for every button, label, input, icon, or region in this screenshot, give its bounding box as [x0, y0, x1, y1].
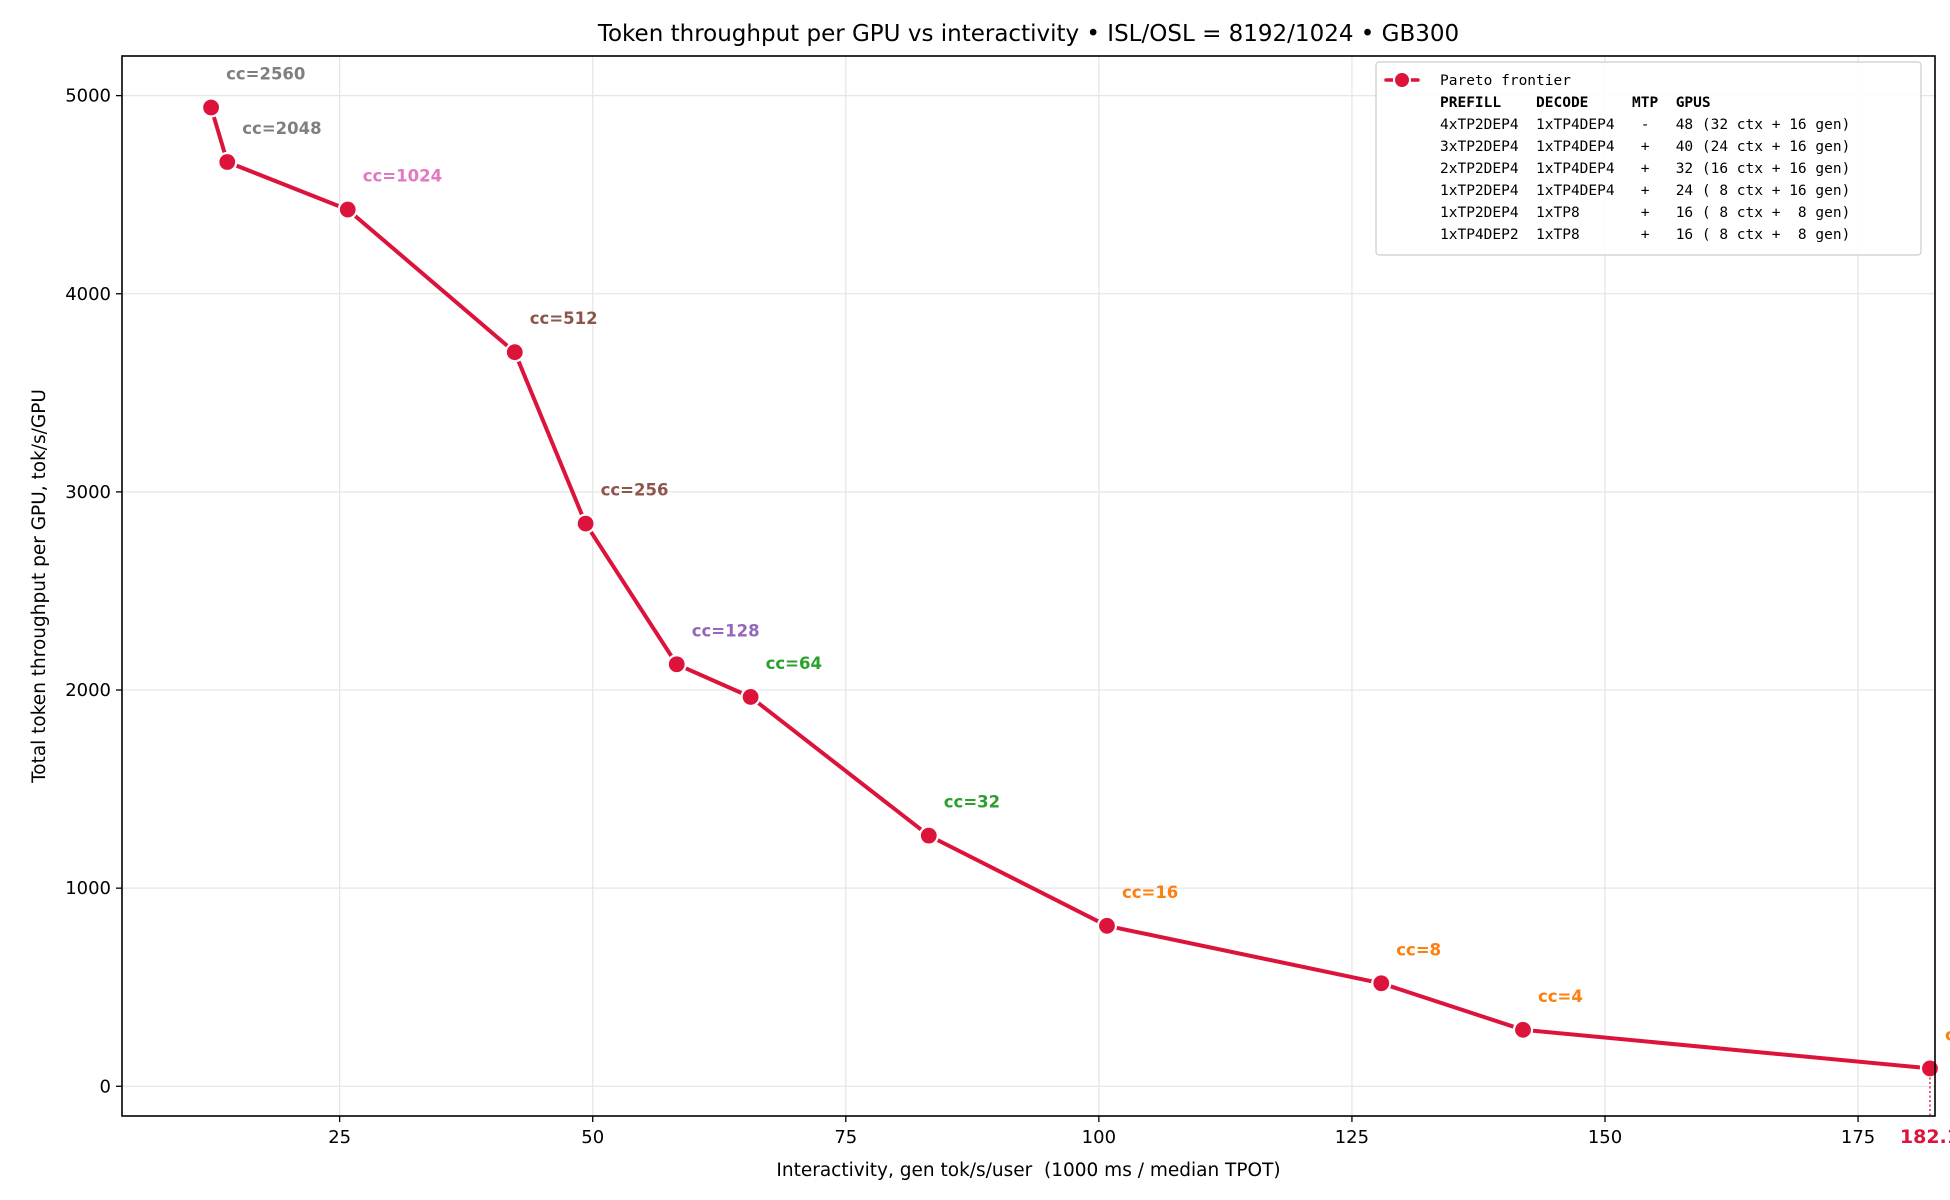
x-tick-label: 125	[1335, 1127, 1369, 1148]
x-tick-label: 75	[834, 1127, 857, 1148]
x-tick-label: 50	[581, 1127, 604, 1148]
data-label: cc=256	[601, 481, 669, 500]
data-point	[740, 686, 761, 708]
legend-table-row: 1xTP4DEP2 1xTP8 + 16 ( 8 ctx + 8 gen)	[1440, 227, 1850, 243]
data-point	[337, 199, 358, 220]
data-point	[1371, 973, 1392, 994]
legend: Pareto frontier PREFILL DECODE MTP GPUS …	[1375, 61, 1922, 256]
y-tick-label: 3000	[65, 482, 111, 503]
data-label: cc=128	[692, 621, 760, 640]
data-point	[666, 654, 687, 675]
data-point	[1512, 1019, 1534, 1040]
max-x-marker: 182.1	[1900, 1077, 1950, 1148]
y-tick-label: 1000	[65, 878, 111, 899]
data-label: cc=2048	[242, 119, 321, 138]
x-tick-label: 25	[328, 1127, 351, 1148]
data-label: cc=8	[1396, 940, 1441, 959]
legend-marker-sample	[1393, 71, 1411, 89]
plot-frame	[121, 55, 1936, 1117]
y-tick-label: 5000	[65, 86, 111, 107]
data-point	[504, 342, 525, 363]
legend-table-row: 3xTP2DEP4 1xTP4DEP4 + 40 (24 ctx + 16 ge…	[1440, 139, 1850, 155]
max-x-label: 182.1	[1900, 1126, 1950, 1148]
data-label: cc=512	[530, 309, 598, 328]
data-label: cc=1024	[363, 167, 442, 186]
data-label: cc=2560	[226, 65, 305, 84]
data-label: cc=1	[1945, 1025, 1950, 1044]
data-label: cc=4	[1538, 987, 1583, 1006]
legend-table-row: 1xTP2DEP4 1xTP4DEP4 + 24 ( 8 ctx + 16 ge…	[1440, 183, 1850, 199]
data-label: cc=64	[766, 654, 822, 673]
y-tick-label: 0	[100, 1076, 111, 1097]
data-label: cc=32	[944, 793, 1000, 812]
data-point	[1096, 915, 1118, 936]
x-axis-title: Interactivity, gen tok/s/user (1000 ms /…	[776, 1160, 1280, 1181]
x-tick-label: 150	[1588, 1127, 1622, 1148]
series-line	[209, 105, 1932, 1071]
chart-title: Token throughput per GPU vs interactivit…	[597, 21, 1459, 47]
x-tick-label: 100	[1082, 1127, 1116, 1148]
y-tick-label: 2000	[65, 680, 111, 701]
data-label: cc=16	[1122, 883, 1178, 902]
legend-box	[1375, 61, 1922, 256]
x-tick-label: 175	[1841, 1127, 1875, 1148]
data-point	[200, 97, 222, 118]
y-axis-title: Total token throughput per GPU, tok/s/GP…	[29, 389, 50, 784]
point-labels: cc=2560 cc=2048 cc=1024 cc=512 cc=256 cc=128 c…	[226, 65, 1950, 1045]
legend-table-header: PREFILL DECODE MTP GPUS	[1440, 95, 1711, 111]
legend-table-row: 2xTP2DEP4 1xTP4DEP4 + 32 (16 ctx + 16 ge…	[1440, 161, 1850, 177]
data-point	[1919, 1058, 1941, 1079]
data-point	[918, 825, 939, 846]
axis-ticks: 25 50 75 100 125 150 175 0 1000 2000 3000 4000 5000	[65, 86, 1875, 1148]
legend-table-row: 1xTP2DEP4 1xTP8 + 16 ( 8 ctx + 8 gen)	[1440, 205, 1850, 221]
series-layer	[200, 97, 1941, 1079]
y-tick-label: 4000	[65, 284, 111, 305]
legend-table-row: 4xTP2DEP4 1xTP4DEP4 - 48 (32 ctx + 16 ge…	[1440, 117, 1850, 133]
legend-table-rows: 4xTP2DEP4 1xTP4DEP4 - 48 (32 ctx + 16 ge…	[1440, 117, 1850, 243]
data-point	[575, 513, 596, 534]
legend-entry-label: Pareto frontier	[1440, 73, 1571, 89]
data-point	[217, 151, 238, 173]
